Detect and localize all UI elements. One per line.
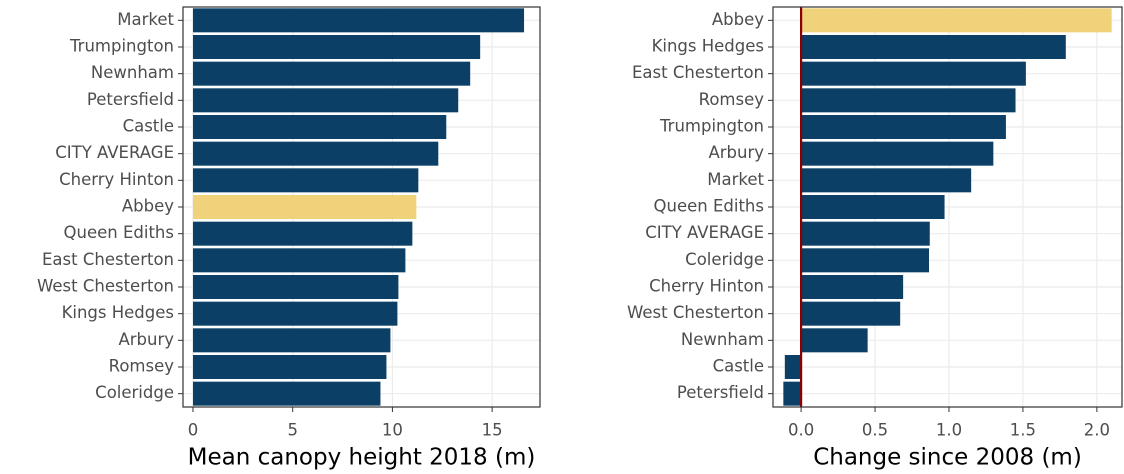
y-tick-label: East Chesterton — [42, 250, 174, 269]
bar — [192, 35, 481, 59]
bar — [192, 115, 447, 139]
x-tick-label: 5 — [287, 421, 298, 440]
bar — [801, 328, 868, 353]
bar — [192, 195, 417, 219]
bar — [801, 275, 904, 299]
bar — [192, 8, 525, 33]
bar — [783, 381, 802, 406]
y-tick-label: East Chesterton — [632, 63, 764, 82]
x-tick-label: 0.0 — [788, 421, 814, 440]
x-tick-label: 0 — [188, 421, 199, 440]
bar — [801, 301, 901, 326]
y-tick-label: CITY AVERAGE — [55, 143, 174, 162]
y-tick-label: Petersfield — [87, 90, 174, 109]
bar — [192, 355, 387, 379]
bar — [801, 221, 930, 246]
bar — [801, 195, 945, 219]
bar — [192, 275, 399, 299]
y-tick-label: Petersfield — [677, 383, 764, 402]
y-tick-label: Trumpington — [659, 117, 764, 136]
bar — [192, 328, 391, 353]
y-tick-label: Coleridge — [95, 383, 174, 402]
y-tick-label: Cherry Hinton — [59, 170, 174, 189]
bar — [801, 88, 1016, 113]
y-tick-label: Market — [707, 170, 764, 189]
y-tick-label: Arbury — [118, 330, 174, 349]
y-tick-label: Trumpington — [69, 37, 174, 56]
y-tick-label: Abbey — [712, 10, 764, 29]
y-tick-label: Romsey — [699, 90, 765, 109]
bar — [801, 8, 1112, 33]
panel-border — [772, 6, 1123, 408]
bar — [801, 141, 994, 166]
x-tick-label: 1.5 — [1010, 421, 1036, 440]
y-tick-label: Newnham — [681, 330, 764, 349]
y-tick-label: West Chesterton — [627, 303, 764, 322]
x-axis-title: Mean canopy height 2018 (m) — [188, 445, 536, 471]
x-tick-label: 2.0 — [1084, 421, 1110, 440]
y-tick-label: Queen Ediths — [654, 197, 764, 216]
bar — [192, 88, 459, 113]
y-tick-label: CITY AVERAGE — [645, 223, 764, 242]
x-axis-title: Change since 2008 (m) — [813, 445, 1082, 471]
y-tick-label: Castle — [123, 117, 174, 136]
y-tick-label: Queen Ediths — [64, 223, 174, 242]
bar — [192, 301, 398, 326]
y-tick-label: Coleridge — [685, 250, 764, 269]
y-tick-label: Kings Hedges — [652, 37, 764, 56]
bar — [192, 381, 381, 406]
y-tick-label: Castle — [713, 357, 764, 376]
bar — [192, 141, 439, 166]
y-tick-label: Kings Hedges — [62, 303, 174, 322]
bar — [192, 221, 413, 246]
x-tick-label: 1.0 — [936, 421, 962, 440]
y-tick-label: West Chesterton — [37, 277, 174, 296]
bar — [192, 168, 419, 193]
y-tick-label: Romsey — [109, 357, 175, 376]
x-tick-label: 15 — [482, 421, 503, 440]
x-tick-label: 10 — [382, 421, 403, 440]
y-tick-label: Cherry Hinton — [649, 277, 764, 296]
bar — [192, 61, 471, 86]
y-tick-label: Newnham — [91, 63, 174, 82]
bar — [801, 248, 930, 273]
y-tick-label: Market — [117, 10, 174, 29]
panel-border — [182, 6, 541, 408]
bar — [801, 168, 972, 193]
x-tick-label: 0.5 — [862, 421, 888, 440]
bar — [801, 35, 1066, 59]
y-tick-label: Abbey — [122, 197, 174, 216]
bar — [801, 115, 1006, 139]
bar — [784, 355, 802, 379]
bar — [801, 61, 1026, 86]
bar — [192, 248, 406, 273]
y-tick-label: Arbury — [708, 143, 764, 162]
